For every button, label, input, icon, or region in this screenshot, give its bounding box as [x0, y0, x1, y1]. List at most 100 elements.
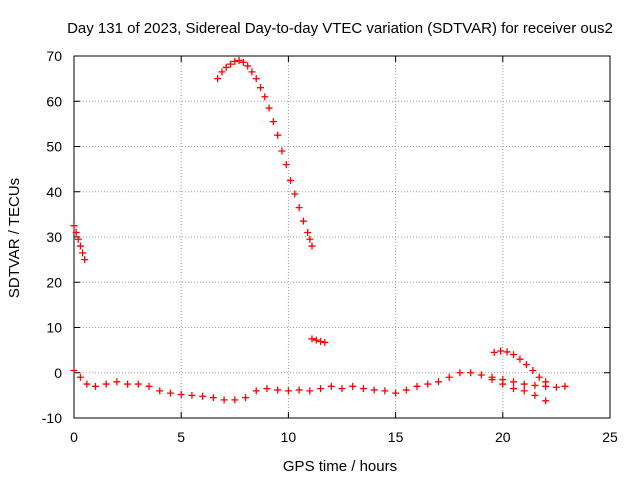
- series-arc-late-low: [488, 376, 550, 405]
- data-point: [510, 378, 518, 386]
- data-point: [306, 387, 314, 395]
- series-arc-main-high: [214, 57, 316, 250]
- data-point: [218, 68, 226, 76]
- grid-lines: [74, 56, 610, 418]
- data-point: [312, 336, 320, 344]
- data-point: [199, 392, 207, 400]
- data-point: [434, 378, 442, 386]
- data-point: [265, 104, 273, 112]
- y-tick-label: 0: [54, 365, 62, 381]
- data-point: [338, 385, 346, 393]
- data-point: [295, 386, 303, 394]
- data-point: [269, 118, 277, 126]
- data-point: [370, 386, 378, 394]
- data-point: [510, 351, 518, 359]
- data-point: [520, 387, 528, 395]
- data-point: [308, 335, 316, 343]
- data-point: [392, 389, 400, 397]
- x-tick-label: 25: [602, 429, 618, 445]
- data-point: [252, 387, 260, 395]
- data-point: [306, 235, 314, 243]
- data-point: [72, 228, 80, 236]
- data-point: [145, 382, 153, 390]
- data-point: [490, 348, 498, 356]
- data-points: [70, 57, 569, 405]
- data-point: [503, 348, 511, 356]
- data-point: [257, 84, 265, 92]
- data-point: [497, 347, 505, 355]
- data-point: [188, 391, 196, 399]
- data-point: [552, 383, 560, 391]
- data-point: [261, 93, 269, 101]
- data-point: [308, 242, 316, 250]
- y-tick-label: -10: [42, 410, 62, 426]
- data-point: [263, 385, 271, 393]
- data-point: [520, 380, 528, 388]
- data-point: [134, 380, 142, 388]
- data-point: [239, 58, 247, 66]
- data-point: [113, 378, 121, 386]
- data-point: [81, 256, 89, 264]
- x-tick-labels: 0 5 10 15 20 25: [70, 429, 618, 445]
- series-arc-late: [490, 347, 550, 386]
- data-point: [214, 75, 222, 83]
- data-point: [231, 57, 239, 65]
- data-point: [445, 373, 453, 381]
- data-point: [529, 366, 537, 374]
- data-point: [274, 386, 282, 394]
- data-point: [74, 235, 82, 243]
- data-point: [359, 385, 367, 393]
- data-point: [284, 387, 292, 395]
- data-point: [244, 62, 252, 70]
- data-point: [531, 381, 539, 389]
- data-point: [456, 369, 464, 377]
- data-point: [252, 75, 260, 83]
- y-tick-label: 10: [46, 320, 62, 336]
- data-point: [274, 131, 282, 139]
- data-point: [102, 380, 110, 388]
- x-tick-label: 0: [70, 429, 78, 445]
- data-point: [124, 380, 132, 388]
- data-point: [291, 190, 299, 198]
- data-point: [381, 387, 389, 395]
- data-point: [287, 176, 295, 184]
- data-point: [413, 382, 421, 390]
- data-point: [220, 396, 228, 404]
- data-point: [282, 161, 290, 169]
- y-tick-label: 70: [46, 48, 62, 64]
- x-tick-label: 5: [177, 429, 185, 445]
- data-point: [321, 338, 329, 346]
- series-arc-early: [70, 222, 89, 264]
- data-point: [235, 57, 243, 65]
- y-tick-label: 40: [46, 184, 62, 200]
- data-point: [477, 371, 485, 379]
- data-point: [299, 217, 307, 225]
- data-point: [209, 394, 217, 402]
- data-point: [278, 147, 286, 155]
- data-point: [327, 382, 335, 390]
- data-point: [91, 382, 99, 390]
- x-axis-label: GPS time / hours: [283, 458, 397, 475]
- series-arc-baseline: [70, 366, 569, 404]
- data-point: [231, 396, 239, 404]
- data-point: [510, 385, 518, 393]
- y-tick-label: 20: [46, 274, 62, 290]
- y-tick-labels: -10 0 10 20 30 40 50 60 70: [42, 48, 62, 426]
- data-point: [317, 338, 325, 346]
- data-point: [79, 249, 87, 257]
- data-point: [542, 378, 550, 386]
- data-point: [542, 397, 550, 405]
- data-point: [76, 242, 84, 250]
- data-point: [535, 373, 543, 381]
- data-point: [424, 380, 432, 388]
- data-point: [227, 60, 235, 68]
- data-point: [70, 222, 78, 230]
- data-point: [531, 391, 539, 399]
- y-tick-label: 50: [46, 139, 62, 155]
- data-point: [83, 380, 91, 388]
- data-point: [499, 380, 507, 388]
- chart-title: Day 131 of 2023, Sidereal Day-to-day VTE…: [67, 20, 613, 37]
- data-point: [177, 390, 185, 398]
- x-tick-label: 15: [388, 429, 404, 445]
